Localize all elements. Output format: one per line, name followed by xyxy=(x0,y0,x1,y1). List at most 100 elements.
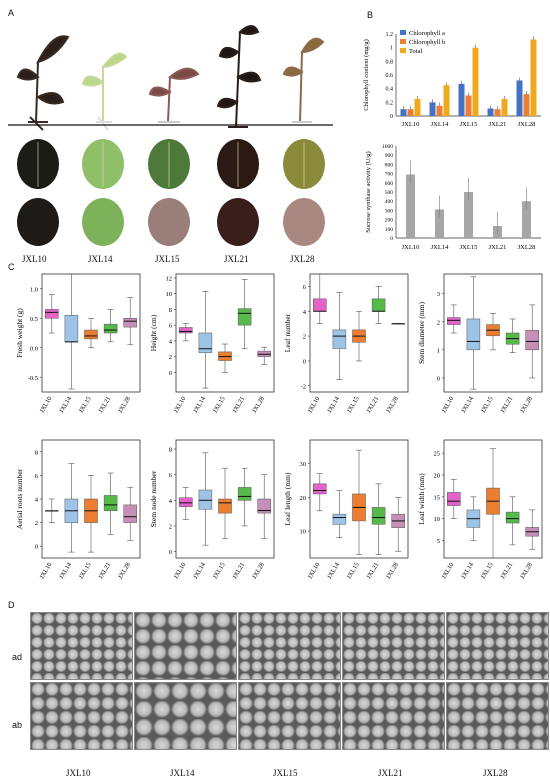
y-tick-label: 800 xyxy=(385,162,394,168)
x-tick-label: JXL15 xyxy=(346,396,361,415)
bar-JXL14-1 xyxy=(436,105,443,116)
panel-label-b: B xyxy=(367,10,374,20)
box-JXL14 xyxy=(466,318,481,351)
box-JXL28 xyxy=(123,504,137,523)
y-axis-label: Sucrose synthase activity (U/g) xyxy=(365,151,372,232)
y-tick-label: 0.2 xyxy=(386,100,394,106)
bar-JXL14-2 xyxy=(443,85,450,116)
y-tick-label: 700 xyxy=(385,172,394,178)
x-tick-label: JXL21 xyxy=(365,396,380,415)
panel-label-a: A xyxy=(8,8,15,18)
y-axis-label: Leaf length (mm) xyxy=(283,472,292,525)
x-tick-label: JXL10 xyxy=(39,396,54,415)
x-tick-label: JXL10 xyxy=(441,396,456,415)
y-tick-label: 4 xyxy=(35,497,39,504)
plant-jxl21 xyxy=(216,25,262,128)
y-tick-label: 20 xyxy=(300,495,307,502)
y-tick-label: 1.2 xyxy=(386,32,394,38)
box-JXL10 xyxy=(313,483,327,495)
leaves-abaxial xyxy=(17,198,325,246)
bar-JXL10-2 xyxy=(414,98,421,116)
legend-swatch xyxy=(400,48,406,53)
x-tick-label: JXL14 xyxy=(460,561,475,580)
y-tick-label: 600 xyxy=(385,181,394,187)
x-tick-label: JXL15 xyxy=(480,396,495,415)
x-tick-label: JXL21 xyxy=(231,562,246,581)
bar-JXL15 xyxy=(464,192,473,238)
y-tick-label: 0 xyxy=(169,549,172,556)
x-tick-label: JXL21 xyxy=(365,562,380,581)
y-tick-label: 6 xyxy=(169,323,173,330)
y-tick-label: 2 xyxy=(169,523,172,530)
caption-jxl10: JXL10 xyxy=(22,254,47,264)
y-tick-label: 900 xyxy=(385,153,394,159)
boxplot-2: 0 2 4 6 8 10 12 Height (cm) JXL10 JXL14 JXL15 JXL21… xyxy=(149,273,275,414)
x-tick-label: JXL10 xyxy=(173,562,188,581)
y-tick-label: 1 xyxy=(437,347,440,354)
sem-image-ad-JXL14 xyxy=(134,612,237,680)
y-axis-label: Leaf number xyxy=(283,313,292,352)
y-tick-label: 1.0 xyxy=(30,286,38,293)
sucrose-synthase-chart: 0 100 200 300 400 500 600 700 800 900 1000 Sucrose … xyxy=(365,144,541,251)
bar-JXL21-2 xyxy=(501,98,508,116)
y-axis-label: Leaf width (mm) xyxy=(417,473,426,525)
x-tick-label: JXL28 xyxy=(518,244,536,251)
y-tick-label: 20 xyxy=(434,472,441,479)
x-tick-label: JXL28 xyxy=(385,562,400,581)
box-JXL21 xyxy=(371,298,386,312)
y-tick-label: 0.5 xyxy=(30,316,38,323)
x-tick-label: JXL28 xyxy=(251,562,266,581)
y-tick-label: 8 xyxy=(169,307,172,314)
x-tick-label: JXL10 xyxy=(307,396,322,415)
y-tick-label: 0 xyxy=(390,114,393,120)
y-tick-label: 2 xyxy=(169,354,172,361)
box-JXL21 xyxy=(371,507,386,525)
y-tick-label: 100 xyxy=(385,227,394,233)
sem-caption-jxl15: JXL15 xyxy=(273,768,298,778)
plant-jxl15 xyxy=(148,67,200,123)
x-tick-label: JXL15 xyxy=(78,396,93,415)
y-tick-label: 6 xyxy=(169,472,173,479)
x-tick-label: JXL28 xyxy=(519,396,534,415)
y-tick-label: 1000 xyxy=(382,144,393,150)
y-tick-label: 6 xyxy=(35,473,39,480)
x-tick-label: JXL28 xyxy=(117,562,132,581)
panel-label-c: C xyxy=(8,262,15,272)
x-tick-label: JXL21 xyxy=(97,396,112,415)
x-tick-label: JXL10 xyxy=(39,562,54,581)
x-tick-label: JXL15 xyxy=(460,244,478,251)
y-tick-label: 0.8 xyxy=(386,59,394,65)
box-JXL21 xyxy=(237,487,252,501)
y-tick-label: 2 xyxy=(437,319,440,326)
sem-row-label-ab: ab xyxy=(12,720,23,730)
x-tick-label: JXL14 xyxy=(431,121,449,128)
y-tick-label: 12 xyxy=(166,275,173,282)
panel-a-captions: JXL10 JXL14 JXL15 JXL21 JXL28 xyxy=(22,254,342,266)
boxplot-8: 5 10 15 20 25 Leaf width (mm) JXL10 JXL14 JXL15 J… xyxy=(417,439,543,581)
plant-jxl14 xyxy=(81,52,128,131)
leaves-adaxial xyxy=(17,139,325,189)
bar-JXL28 xyxy=(522,201,531,238)
sem-image-ab-JXL14 xyxy=(134,682,237,750)
box-JXL28 xyxy=(257,498,271,514)
plot-frame xyxy=(443,273,543,393)
y-tick-label: 300 xyxy=(385,208,394,214)
bar-JXL21-0 xyxy=(487,108,494,116)
sem-image-ad-JXL28 xyxy=(446,612,549,680)
plot-frame xyxy=(175,439,275,559)
legend-label: Total xyxy=(409,48,422,55)
y-tick-label: 10 xyxy=(434,516,441,523)
y-tick-label: 0 xyxy=(169,370,172,377)
plot-frame xyxy=(309,439,409,559)
y-tick-label: -2 xyxy=(301,383,306,390)
plot-frame xyxy=(41,273,141,393)
y-tick-label: 4 xyxy=(169,498,173,505)
box-JXL21 xyxy=(103,323,118,334)
bar-JXL14 xyxy=(435,209,444,238)
bar-JXL21-1 xyxy=(494,109,501,116)
sem-caption-jxl10: JXL10 xyxy=(66,768,91,778)
x-tick-label: JXL15 xyxy=(480,562,495,581)
y-tick-label: 0.0 xyxy=(30,345,38,352)
box-JXL15 xyxy=(218,498,232,514)
sem-image-ab-JXL10 xyxy=(30,682,133,750)
